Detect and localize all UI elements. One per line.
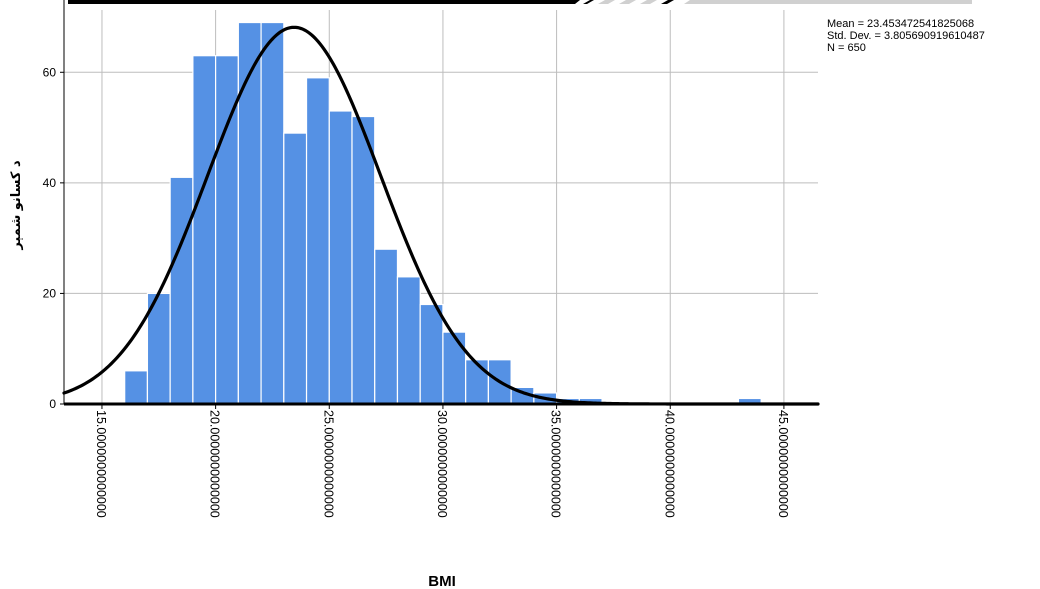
histogram-bar-13 xyxy=(419,303,444,405)
histogram-bar-14 xyxy=(442,331,467,405)
y-tick-label-0: 0 xyxy=(49,397,56,411)
histogram-bar-7 xyxy=(283,132,308,405)
banner-dark-tick-1 xyxy=(583,0,594,4)
banner-light-tick-2 xyxy=(619,0,636,4)
x-tick-labels: 15.0000000000000 20.0000000000000 25.00000… xyxy=(94,404,790,518)
y-tick-label-1: 20 xyxy=(43,286,57,300)
histogram-bar-0 xyxy=(124,370,149,405)
stats-std-dev: Std. Dev. = 3.805690919610487 xyxy=(827,30,985,42)
x-tick-label-4: 35.0000000000000 xyxy=(549,410,563,518)
histogram-bars xyxy=(124,21,762,405)
banner-light-tick-1 xyxy=(598,0,615,4)
x-axis-title: BMI xyxy=(428,573,456,589)
histogram-bar-9 xyxy=(328,110,353,405)
x-tick-label-2: 25.0000000000000 xyxy=(321,410,335,518)
stats-n: N = 650 xyxy=(827,42,866,54)
banner-dark-bar xyxy=(68,0,580,4)
histogram-bar-11 xyxy=(374,248,399,405)
x-tick-label-5: 40.0000000000000 xyxy=(662,410,676,518)
y-axis-title: د کسانو شمېر xyxy=(9,160,24,251)
banner-dark-tick-2 xyxy=(661,0,674,4)
x-tick-label-3: 30.0000000000000 xyxy=(435,410,449,518)
banner-light-tick-3 xyxy=(640,0,657,4)
histogram-bar-6 xyxy=(260,21,285,405)
histogram-bar-15 xyxy=(465,359,489,405)
stats-legend: Mean = 23.453472541825068 Std. Dev. = 3.… xyxy=(827,18,985,54)
y-tick-label-3: 60 xyxy=(43,65,57,79)
x-tick-label-1: 20.0000000000000 xyxy=(208,410,222,518)
x-tick-label-0: 15.0000000000000 xyxy=(94,410,108,518)
y-tick-label-2: 40 xyxy=(43,176,57,190)
y-tick-labels: 0 20 40 60 xyxy=(43,65,64,411)
stats-mean: Mean = 23.453472541825068 xyxy=(827,18,974,30)
banner-light-bar xyxy=(684,0,972,4)
histogram-bar-8 xyxy=(305,77,330,405)
histogram-bar-10 xyxy=(351,115,376,405)
x-tick-label-6: 45.0000000000000 xyxy=(776,410,790,518)
histogram-bar-2 xyxy=(169,176,194,405)
histogram-bar-12 xyxy=(396,276,421,405)
histogram-bar-3 xyxy=(192,55,217,405)
histogram-bar-5 xyxy=(237,21,262,405)
top-banner xyxy=(68,0,972,4)
